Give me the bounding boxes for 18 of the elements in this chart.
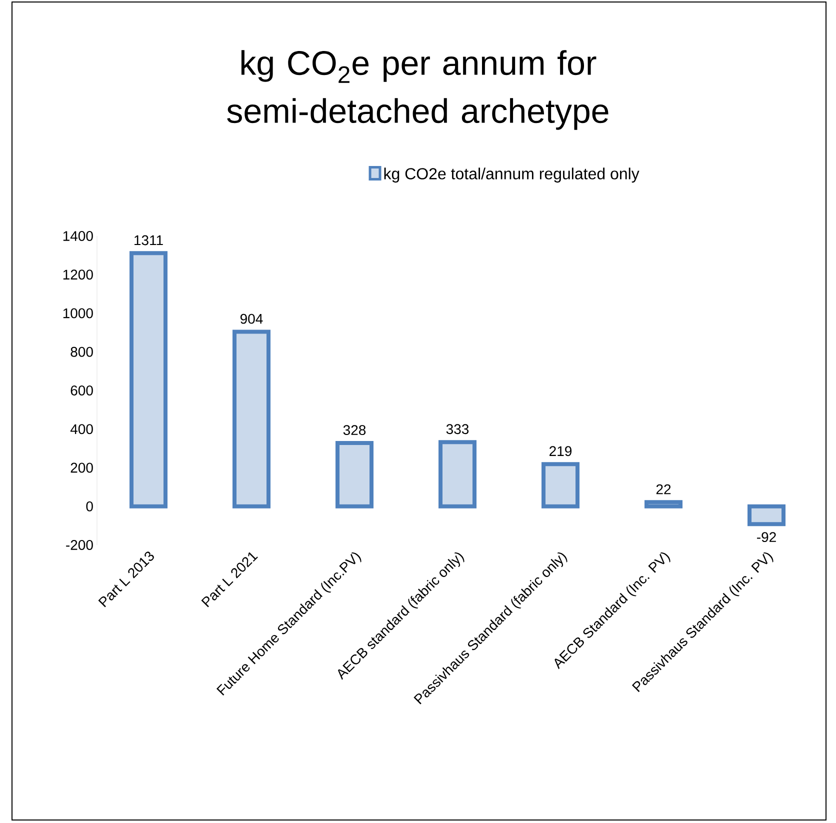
y-tick-label: 1000 xyxy=(63,308,93,318)
y-tick-label: 600 xyxy=(70,386,93,396)
y-tick-label: 1400 xyxy=(63,231,93,241)
data-label: 328 xyxy=(343,425,366,436)
data-label: 219 xyxy=(550,446,572,456)
chart-title: kg CO$_{2}$e per annum for semi-detached archetype xyxy=(227,50,608,130)
data-label: 22 xyxy=(656,484,671,494)
y-tick-label: 200 xyxy=(70,462,93,473)
legend-label: kg CO2e total/annum regulated only xyxy=(384,168,640,183)
y-tick-label: 400 xyxy=(70,424,93,434)
y-tick-label: 800 xyxy=(70,346,93,357)
data-label: 333 xyxy=(446,424,469,434)
data-label: 1311 xyxy=(134,235,163,246)
y-tick-label: -200 xyxy=(66,540,93,550)
data-label: 904 xyxy=(240,314,263,324)
data-label: -92 xyxy=(757,532,776,542)
y-tick-label: 1200 xyxy=(63,270,93,280)
y-tick-label: 0 xyxy=(86,501,93,512)
